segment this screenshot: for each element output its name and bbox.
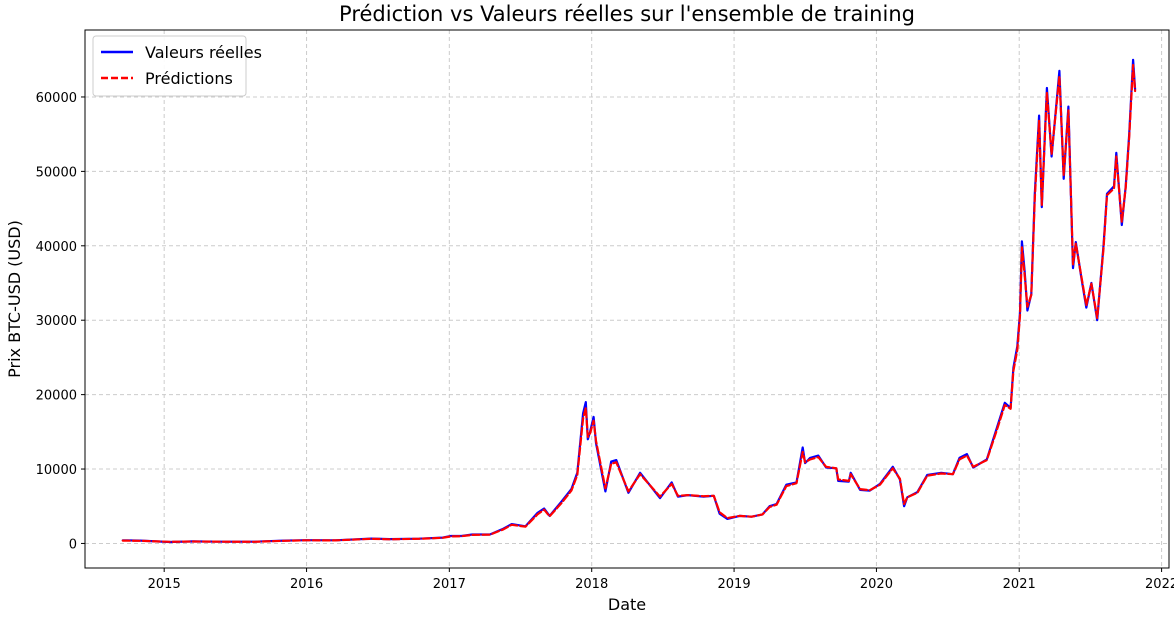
y-tick-label: 0 xyxy=(69,537,77,552)
legend-label-predictions: Prédictions xyxy=(145,69,233,88)
chart-title: Prédiction vs Valeurs réelles sur l'ense… xyxy=(339,2,915,26)
y-axis-label: Prix BTC-USD (USD) xyxy=(5,220,24,378)
y-tick-label: 40000 xyxy=(36,240,77,255)
x-tick-label: 2017 xyxy=(433,577,466,592)
x-tick-label: 2019 xyxy=(718,577,751,592)
series-line-predictions xyxy=(121,63,1137,543)
y-tick-label: 10000 xyxy=(36,463,77,478)
x-tick-label: 2020 xyxy=(860,577,893,592)
y-tick-label: 20000 xyxy=(36,389,77,404)
x-axis: 2015 2016 2017 2018 2019 2020 2021 2022 xyxy=(148,568,1174,592)
grid xyxy=(85,30,1169,568)
legend-label-actual: Valeurs réelles xyxy=(145,43,262,62)
x-axis-label: Date xyxy=(608,595,646,614)
x-tick-label: 2018 xyxy=(575,577,608,592)
series-line-actual xyxy=(121,58,1137,544)
y-tick-label: 60000 xyxy=(36,91,77,106)
series-layer xyxy=(121,58,1137,544)
x-tick-label: 2015 xyxy=(148,577,181,592)
x-tick-label: 2016 xyxy=(290,577,323,592)
x-tick-label: 2021 xyxy=(1003,577,1036,592)
x-tick-label: 2022 xyxy=(1145,577,1174,592)
y-axis: 0 10000 20000 30000 40000 50000 60000 xyxy=(36,91,85,552)
plot-frame xyxy=(84,29,1170,569)
y-tick-label: 30000 xyxy=(36,314,77,329)
y-tick-label: 50000 xyxy=(36,165,77,180)
legend: Valeurs réelles Prédictions xyxy=(92,35,262,97)
